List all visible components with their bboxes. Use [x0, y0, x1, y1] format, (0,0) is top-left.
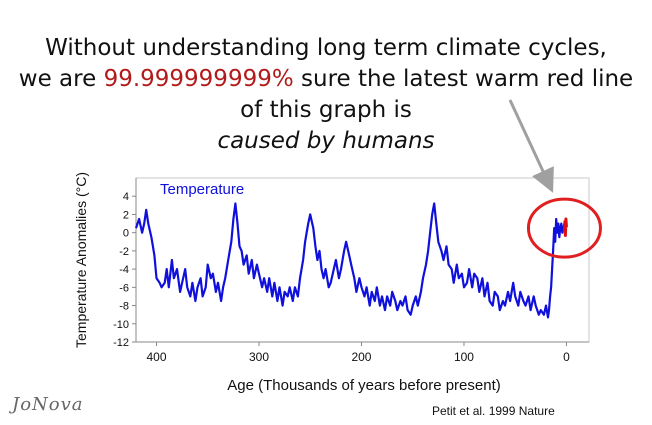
- y-axis-label: Temperature Anomalies (°C): [73, 172, 89, 348]
- headline-line-4: caused by humans: [217, 128, 435, 154]
- x-tick-label: 0: [563, 350, 570, 364]
- x-tick-label: 200: [351, 350, 371, 364]
- plot-frame: [135, 177, 590, 343]
- y-tick-label: 0: [123, 228, 129, 240]
- y-tick-label: -8: [119, 301, 129, 313]
- x-tick-label: 400: [146, 350, 166, 364]
- headline-line-3: of this graph is: [240, 97, 412, 123]
- headline-line-2-suffix: sure the latest warm red line: [293, 66, 634, 92]
- headline-line-1: Without understanding long term climate …: [45, 35, 607, 61]
- headline-line-2: we are 99.999999999% sure the latest war…: [0, 64, 652, 95]
- y-tick-label: 4: [123, 191, 129, 203]
- recent-warm-red-line: [562, 217, 568, 237]
- chart-title: Temperature: [160, 181, 244, 198]
- temperature-series-line: [134, 202, 567, 319]
- y-tick-label: -2: [119, 246, 129, 258]
- x-axis-label: Age (Thousands of years before present): [227, 377, 501, 394]
- x-tick-label: 300: [249, 350, 269, 364]
- y-tick-label: -10: [113, 319, 129, 331]
- jonova-watermark: JoNova: [12, 394, 84, 415]
- x-tick-label: 100: [454, 350, 474, 364]
- headline-line-2-prefix: we are: [18, 66, 104, 92]
- y-tick-label: -6: [119, 282, 129, 294]
- y-tick-label: 2: [123, 209, 129, 221]
- annotation-circle: [526, 197, 602, 259]
- headline-percentage: 99.999999999%: [103, 66, 294, 92]
- y-tick-label: -12: [113, 337, 129, 349]
- source-note: Petit et al. 1999 Nature: [432, 404, 555, 418]
- y-tick-label: -4: [119, 264, 129, 276]
- headline: Without understanding long term climate …: [0, 33, 652, 157]
- annotation-arrow: [508, 99, 554, 193]
